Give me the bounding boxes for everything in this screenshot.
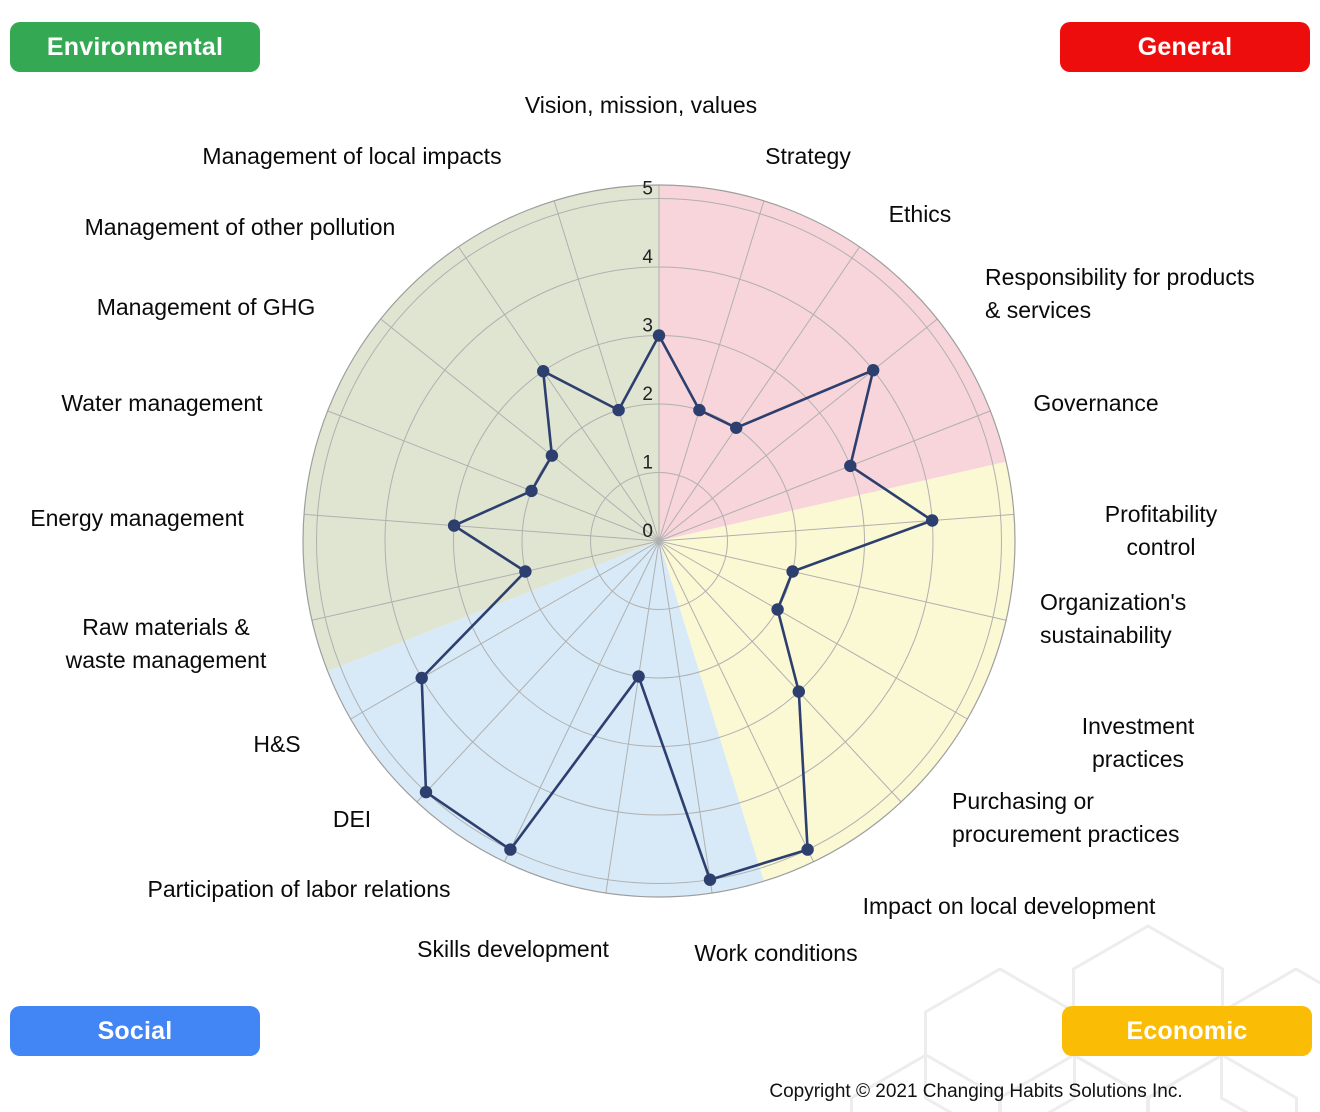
scale-tick-label: 0 — [642, 521, 653, 542]
data-point — [926, 514, 939, 527]
data-point — [525, 484, 538, 498]
data-point — [519, 565, 532, 578]
axis-line — [553, 200, 660, 542]
scale-tick-label: 2 — [642, 384, 653, 405]
data-point — [612, 403, 625, 417]
sector-general — [659, 185, 1007, 541]
data-point — [419, 785, 433, 799]
axis-line — [605, 540, 660, 894]
axis-line — [458, 246, 660, 542]
axis-line — [504, 540, 660, 862]
data-point — [792, 685, 805, 698]
hexagon-watermark — [1146, 1053, 1298, 1112]
data-point — [415, 671, 428, 685]
scale-tick-label: 1 — [642, 453, 653, 474]
data-point — [504, 843, 517, 856]
data-point — [844, 459, 857, 473]
scale-tick-label: 4 — [642, 247, 653, 268]
axis-line — [658, 246, 860, 542]
grid-ring — [384, 266, 934, 816]
data-point — [537, 365, 550, 378]
axis-line — [658, 540, 902, 803]
scale-tick-label: 5 — [642, 179, 653, 200]
data-point — [652, 329, 666, 342]
data-point — [730, 421, 743, 434]
social-legend-button[interactable]: Social — [10, 1006, 260, 1056]
grid-ring — [316, 198, 1002, 884]
axis-line — [658, 410, 991, 542]
grid-ring — [590, 472, 728, 610]
outer-circle — [302, 184, 1016, 898]
data-series — [420, 334, 934, 882]
axis-line — [380, 318, 660, 542]
copyright-text: Copyright © 2021 Changing Habits Solutio… — [769, 1081, 1183, 1102]
scale-tick-label: 3 — [642, 316, 653, 337]
grid-ring — [521, 403, 797, 679]
axis-line — [350, 540, 660, 720]
data-point — [447, 519, 461, 532]
data-point — [786, 565, 799, 578]
data-point — [632, 670, 645, 683]
axis-line — [416, 540, 660, 803]
environmental-legend-button[interactable]: Environmental — [10, 22, 260, 72]
axis-line — [658, 540, 968, 720]
data-point — [867, 364, 880, 377]
data-point — [545, 449, 559, 462]
data-point — [801, 843, 814, 856]
data-point — [771, 603, 784, 616]
axis-line — [303, 513, 660, 542]
axis-line — [327, 410, 660, 542]
axis-line — [658, 540, 713, 894]
axis-line — [658, 318, 938, 542]
axis-line — [658, 513, 1015, 542]
data-point — [703, 873, 717, 886]
axis-line — [658, 540, 1007, 621]
axis-line — [658, 540, 814, 862]
economic-legend-button[interactable]: Economic — [1062, 1006, 1312, 1056]
axis-line — [311, 540, 660, 621]
axis-line — [658, 200, 765, 542]
general-legend-button[interactable]: General — [1060, 22, 1310, 72]
data-point — [693, 403, 706, 417]
sector-environmental — [302, 184, 659, 672]
sector-social — [327, 541, 764, 898]
